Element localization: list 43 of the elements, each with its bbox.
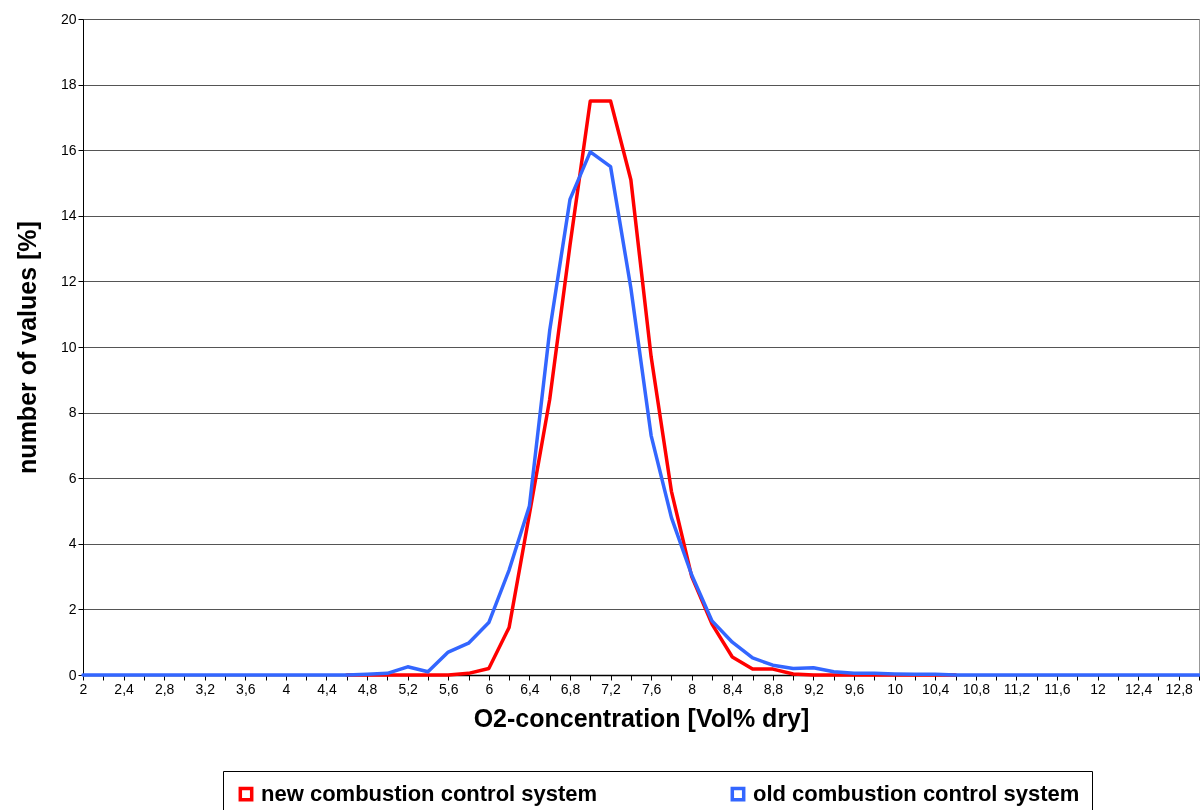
x-tick-label: 7,2: [601, 680, 622, 697]
x-tick-label: 6,4: [520, 680, 540, 697]
x-tick-label: 6: [485, 680, 494, 697]
x-tick-label: 6,8: [560, 680, 581, 697]
x-tick-label: 3,2: [195, 680, 216, 697]
x-tick-label: 5,2: [398, 680, 419, 697]
x-tick-label: 4,8: [357, 680, 378, 697]
x-tick-label: 2,4: [114, 680, 135, 697]
x-tick-label: 2,8: [154, 680, 175, 697]
x-tick-label: 11,2: [1003, 680, 1031, 697]
x-tick-label: 9,6: [844, 680, 865, 697]
y-tick-label: 18: [60, 76, 77, 93]
y-tick-label: 20: [60, 10, 77, 27]
x-tick-label: 8,8: [763, 680, 784, 697]
x-tick-label: 10,4: [922, 680, 950, 697]
x-tick-label: 2: [79, 680, 88, 697]
x-axis-title: O2-concentration [Vol% dry]: [473, 703, 810, 732]
y-tick-label: 4: [68, 535, 77, 552]
x-tick-label: 10: [887, 680, 904, 697]
x-tick-label: 12,4: [1125, 680, 1153, 697]
y-tick-label: 0: [68, 666, 77, 683]
y-tick-label: 14: [60, 207, 77, 224]
y-tick-label: 2: [68, 600, 77, 617]
x-tick-label: 8,4: [723, 680, 743, 697]
x-tick-label: 8: [688, 680, 697, 697]
x-tick-label: 12: [1090, 680, 1107, 697]
y-tick-label: 10: [60, 338, 77, 355]
y-axis-title: number of values [%]: [12, 221, 41, 474]
x-tick-label: 4: [282, 680, 291, 697]
x-tick-label: 11,6: [1044, 680, 1071, 697]
x-tick-label: 9,2: [804, 680, 824, 697]
y-tick-label: 8: [68, 404, 77, 421]
x-tick-label: 10,8: [962, 680, 991, 697]
legend-label: new combustion control system: [261, 781, 598, 807]
x-tick-label: 12,8: [1165, 680, 1194, 697]
x-tick-label: 4,4: [317, 680, 337, 697]
y-tick-label: 6: [68, 469, 77, 486]
y-tick-label: 16: [60, 141, 77, 158]
y-tick-label: 12: [60, 272, 77, 289]
legend-label: old combustion control system: [753, 781, 1080, 807]
x-tick-label: 5,6: [439, 680, 459, 697]
x-tick-label: 3,6: [236, 680, 256, 697]
x-tick-label: 7,6: [641, 680, 662, 697]
